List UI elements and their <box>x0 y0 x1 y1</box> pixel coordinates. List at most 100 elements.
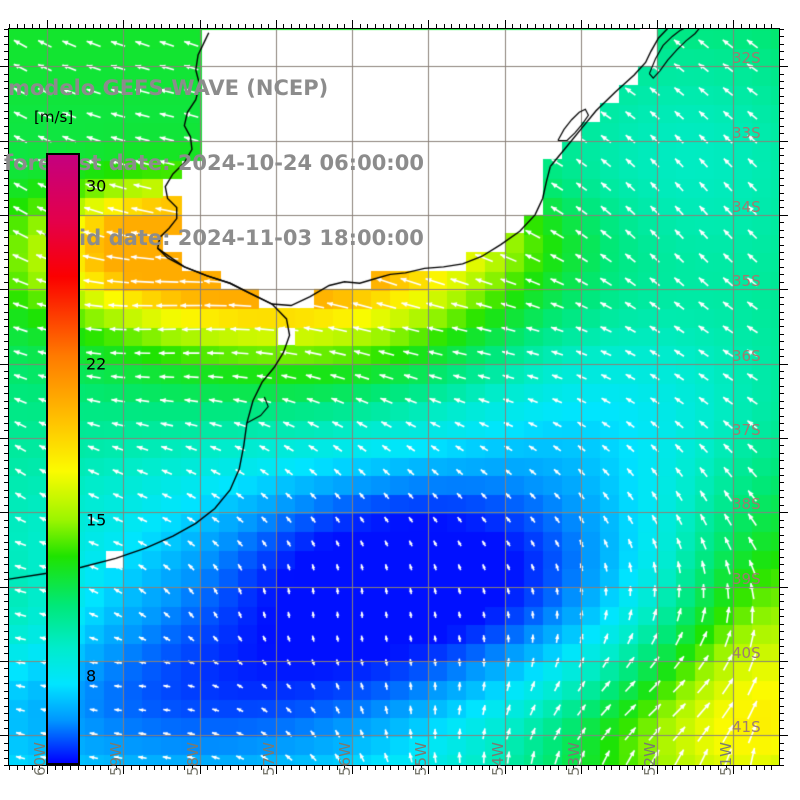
lon-label-58W: 58W <box>183 742 202 776</box>
y-tick-left <box>4 267 9 268</box>
y-tick-right <box>779 713 784 714</box>
lon-label-54W: 54W <box>488 742 507 776</box>
y-tick-left <box>0 661 9 662</box>
y-tick-right <box>779 267 784 268</box>
x-tick-bottom <box>169 765 170 770</box>
x-tick-bottom <box>375 765 376 770</box>
y-tick-left <box>4 349 9 350</box>
colorbar-tick-8: 8 <box>86 666 97 686</box>
y-tick-left <box>4 401 9 402</box>
x-tick-bottom <box>161 765 162 770</box>
y-tick-left <box>4 274 9 275</box>
x-tick-top <box>634 24 635 29</box>
y-tick-left <box>4 334 9 335</box>
x-tick-top <box>192 24 193 29</box>
y-tick-left <box>4 44 9 45</box>
x-tick-bottom <box>436 765 437 770</box>
x-tick-top <box>62 24 63 29</box>
y-tick-left <box>4 758 9 759</box>
y-tick-left <box>0 66 9 67</box>
y-tick-left <box>4 111 9 112</box>
x-tick-top <box>352 20 353 29</box>
y-tick-left <box>4 96 9 97</box>
y-tick-left <box>4 416 9 417</box>
y-tick-right <box>779 661 788 662</box>
y-tick-right <box>779 698 784 699</box>
x-tick-bottom <box>413 765 414 770</box>
y-tick-left <box>4 468 9 469</box>
lat-label-36S: 36S <box>732 346 761 365</box>
y-tick-right <box>779 222 784 223</box>
x-tick-bottom <box>215 765 216 770</box>
x-tick-bottom <box>283 765 284 770</box>
lon-label-55W: 55W <box>412 742 431 776</box>
x-tick-top <box>428 20 429 29</box>
y-tick-right <box>779 468 784 469</box>
y-tick-left <box>4 200 9 201</box>
x-tick-top <box>367 24 368 29</box>
y-tick-right <box>779 245 784 246</box>
y-tick-left <box>0 289 9 290</box>
y-tick-left <box>4 698 9 699</box>
x-tick-top <box>24 24 25 29</box>
y-tick-left <box>4 564 9 565</box>
x-tick-bottom <box>367 765 368 770</box>
x-tick-bottom <box>680 765 681 770</box>
forecast-date-title: forecast date: 2024-10-24 06:00:00 <box>4 151 424 175</box>
y-tick-left <box>4 88 9 89</box>
y-tick-right <box>779 81 784 82</box>
y-tick-right <box>779 282 784 283</box>
x-tick-top <box>360 24 361 29</box>
y-tick-left <box>4 393 9 394</box>
y-tick-right <box>779 371 784 372</box>
x-tick-top <box>573 24 574 29</box>
x-tick-bottom <box>154 765 155 770</box>
x-tick-bottom <box>588 765 589 770</box>
x-tick-bottom <box>322 765 323 770</box>
y-tick-left <box>4 631 9 632</box>
y-tick-right <box>779 207 784 208</box>
x-tick-top <box>32 24 33 29</box>
y-tick-left <box>4 378 9 379</box>
x-tick-top <box>771 24 772 29</box>
x-tick-bottom <box>543 765 544 770</box>
x-tick-bottom <box>558 765 559 770</box>
y-tick-left <box>4 445 9 446</box>
lat-label-32S: 32S <box>732 49 761 68</box>
y-tick-left <box>4 133 9 134</box>
y-tick-right <box>779 304 784 305</box>
y-tick-left <box>0 512 9 513</box>
y-tick-left <box>4 36 9 37</box>
x-tick-top <box>390 24 391 29</box>
y-tick-right <box>779 215 788 216</box>
x-tick-bottom <box>634 765 635 770</box>
x-tick-bottom <box>55 765 56 770</box>
x-tick-top <box>139 24 140 29</box>
y-tick-left <box>4 557 9 558</box>
x-tick-bottom <box>62 765 63 770</box>
x-tick-bottom <box>184 765 185 770</box>
y-tick-left <box>4 148 9 149</box>
y-tick-left <box>4 155 9 156</box>
x-tick-bottom <box>85 765 86 770</box>
y-tick-left <box>4 230 9 231</box>
y-tick-right <box>779 594 784 595</box>
y-tick-left <box>4 542 9 543</box>
x-tick-top <box>596 24 597 29</box>
x-tick-bottom <box>505 765 506 774</box>
y-tick-left <box>4 668 9 669</box>
y-tick-right <box>779 720 784 721</box>
y-tick-left <box>4 706 9 707</box>
y-tick-left <box>4 185 9 186</box>
y-tick-right <box>779 193 784 194</box>
y-tick-right <box>779 735 788 736</box>
x-tick-bottom <box>116 765 117 770</box>
x-tick-top <box>444 24 445 29</box>
y-tick-left <box>4 572 9 573</box>
y-tick-left <box>4 601 9 602</box>
y-tick-left <box>4 639 9 640</box>
colorbar <box>46 153 80 765</box>
x-tick-top <box>680 24 681 29</box>
lon-label-53W: 53W <box>564 742 583 776</box>
y-tick-right <box>779 312 784 313</box>
